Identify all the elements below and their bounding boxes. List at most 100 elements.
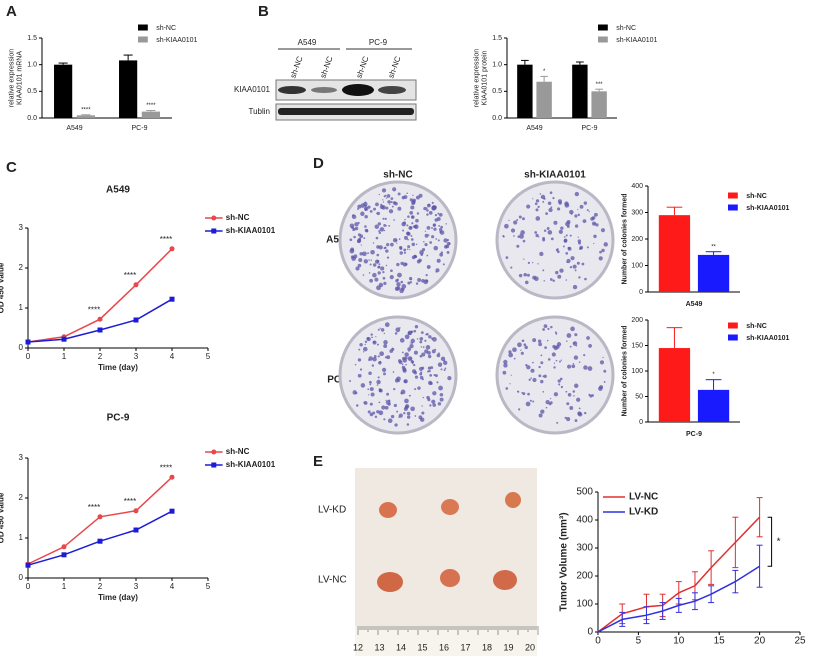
colony-dot [431,349,436,354]
colony-dot [578,361,581,363]
colony-dot [438,224,441,227]
legend-swatch [598,24,608,31]
colony-dot [577,236,579,238]
colony-dot [425,333,427,336]
point [61,544,67,550]
colony-dot [362,251,367,257]
colony-dot [413,350,419,355]
colony-dot [586,336,590,340]
colony-dot [508,219,510,222]
colony-dot [377,271,381,275]
colony-dot [418,258,422,263]
colony-dot [410,330,412,333]
colony-dot [363,259,369,264]
colony-dot [384,405,389,410]
colony-dot [525,363,528,367]
colony-dot [431,201,434,204]
colony-dot [521,339,525,343]
colony-dot [383,372,386,376]
colony-dot [436,258,441,263]
colony-dot [371,336,374,339]
colony-dot [384,217,387,220]
colony-dot [510,266,513,269]
colony-dot [595,223,599,227]
colony-dot [378,231,381,235]
colony-dot [382,276,386,280]
colony-dot [411,222,414,225]
colony-dot [508,350,512,354]
y-tick-label: 0 [19,573,24,582]
colony-dot [374,415,378,419]
colony-dot [389,203,391,205]
y-tick-label: 2 [19,493,24,502]
colony-dot [385,399,387,401]
colony-dot [540,361,544,365]
colony-dot [572,284,578,290]
blot-cell-line: A549 [298,38,317,47]
colony-dot [439,392,444,397]
y-tick-label: 200 [576,571,593,582]
colony-dot [518,273,523,278]
y-tick-label: 2 [19,263,24,272]
x-tick-label: 1 [62,582,67,591]
chart: 0 1 2 3 PC-9 OD 450 Value Time (day) sh-NC sh-KI… [0,413,276,602]
colony-dot [411,360,415,364]
colony-dot [396,410,399,413]
colony-dot [534,231,538,234]
colony-dot [392,371,395,373]
colony-dot [379,327,381,329]
colony-dot [557,379,561,383]
colony-dot [555,359,558,362]
colony-dot [363,351,365,353]
colony-dot [445,223,447,225]
colony-dot [552,279,555,282]
colony-dot [516,219,519,221]
colony-dot [378,266,380,268]
colony-dot [427,354,432,359]
tumor [379,502,397,518]
colony-dot [390,269,393,273]
x-tick-label: 0 [595,636,601,647]
colony-dot [368,371,372,376]
colony-dot [503,359,508,365]
colony-dot [588,210,590,213]
colony-dot [383,340,388,345]
colony-dot [547,327,550,331]
colony-dot [438,385,443,391]
colony-dot [560,226,564,230]
colony-dot [516,244,520,248]
legend-label: sh-NC [746,193,767,200]
colony-dot [559,377,563,381]
significance: **** [124,271,136,280]
colony-dot [423,279,429,285]
colony-dot [559,360,561,363]
colony-dot [535,216,541,221]
colony-dot [409,281,413,284]
ruler [355,626,537,656]
colony-dot [519,234,524,239]
x-tick-label: 15 [714,636,726,647]
colony-dot [349,238,353,242]
point [169,246,175,252]
colony-dot [520,349,522,351]
colony-dot [578,241,581,245]
colony-dot [354,363,357,366]
colony-dot [393,388,396,391]
colony-dot [553,392,559,397]
point [133,508,139,514]
bar [658,215,691,292]
colony-dot [385,206,389,210]
colony-dot [364,204,367,207]
colony-dot [573,342,576,344]
y-axis-label: Number of colonies formed [622,325,629,416]
colony-dot [421,411,425,415]
colony-dot [527,392,530,396]
colony-dot [401,363,404,366]
colony-dot [356,404,359,407]
colony-dot [434,214,438,217]
colony-dot [555,270,559,275]
colony-dot [360,244,362,246]
